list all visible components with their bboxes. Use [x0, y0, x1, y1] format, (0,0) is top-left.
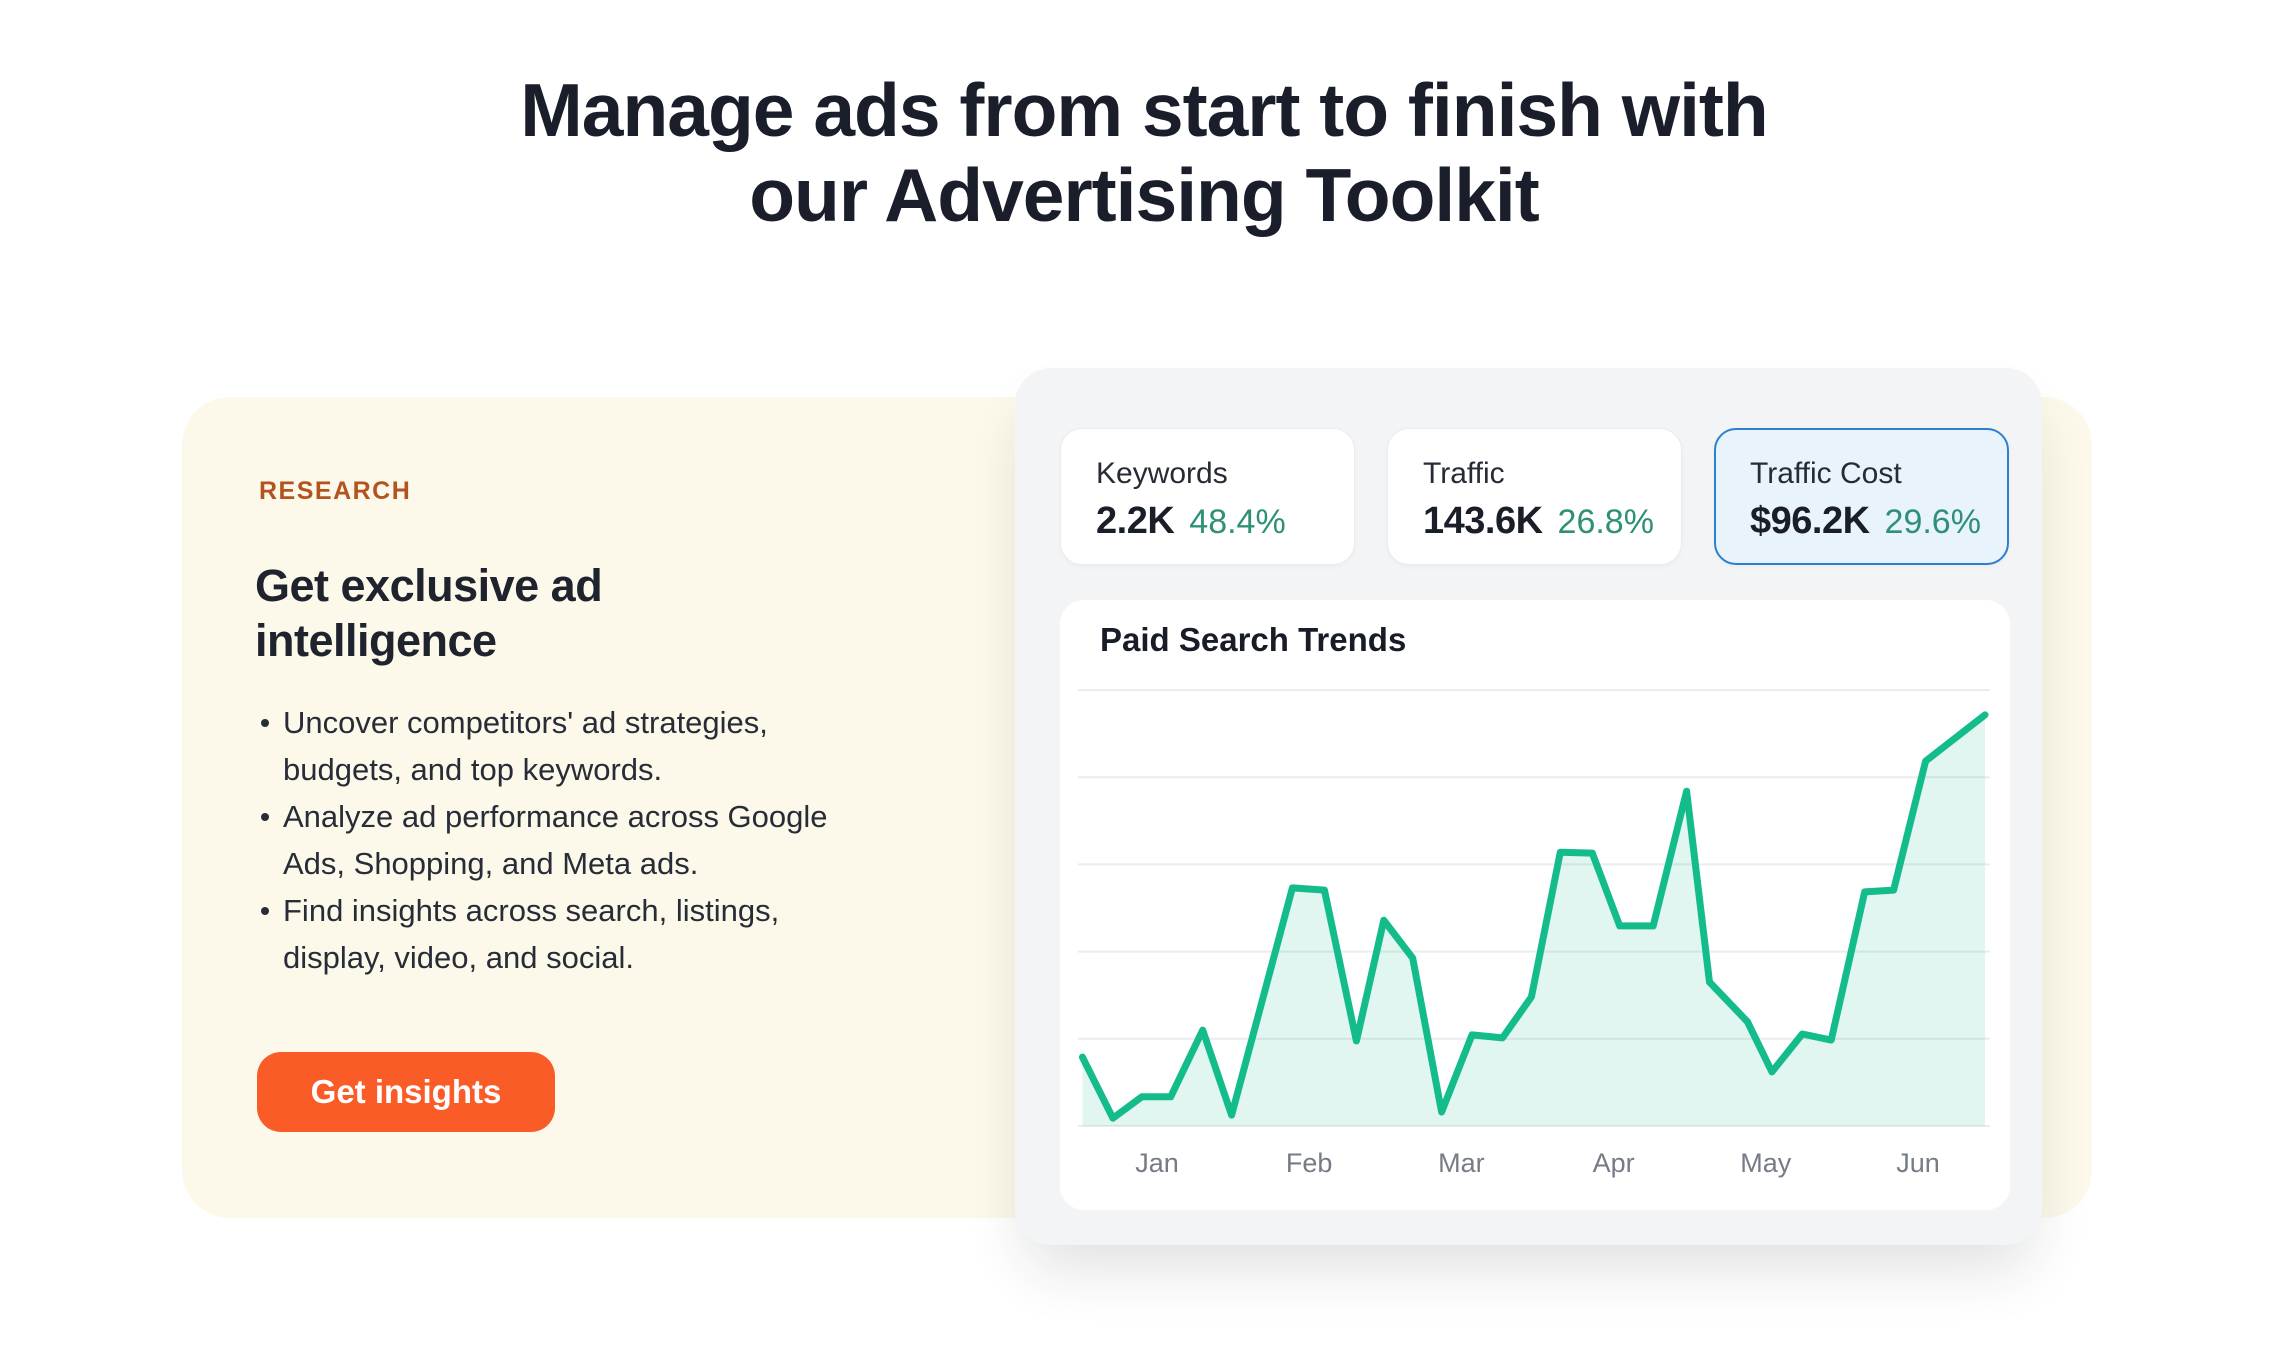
- get-insights-button[interactable]: Get insights: [257, 1052, 555, 1132]
- list-item: Find insights across search, listings, d…: [255, 887, 935, 981]
- stat-value: $96.2K: [1750, 500, 1870, 542]
- bullet-dot-icon: [261, 907, 269, 915]
- x-tick-apr: Apr: [1592, 1148, 1635, 1178]
- stats-row: Keywords 2.2K 48.4% Traffic 143.6K 26.8%…: [1060, 428, 2009, 565]
- trend-area-chart: [1078, 689, 1990, 1127]
- bullet-dot-icon: [261, 813, 269, 821]
- stat-value: 143.6K: [1423, 500, 1543, 542]
- list-item: Analyze ad performance across Google Ads…: [255, 793, 935, 887]
- bullet-text: Uncover competitors' ad strategies, budg…: [283, 705, 768, 787]
- stat-change: 48.4%: [1189, 503, 1286, 541]
- stat-value: 2.2K: [1096, 500, 1175, 542]
- research-heading: Get exclusive ad intelligence: [255, 560, 603, 666]
- bullet-text: Find insights across search, listings, d…: [283, 893, 780, 975]
- research-eyebrow: RESEARCH: [259, 477, 412, 505]
- stat-change: 29.6%: [1884, 503, 1981, 541]
- x-tick-feb: Feb: [1285, 1148, 1333, 1178]
- list-item: Uncover competitors' ad strategies, budg…: [255, 699, 935, 793]
- x-tick-mar: Mar: [1438, 1148, 1485, 1178]
- stat-label: Keywords: [1096, 457, 1228, 490]
- x-axis-labels: Jan Feb Mar Apr May Jun: [1078, 1148, 1990, 1180]
- stat-card-traffic[interactable]: Traffic 143.6K 26.8%: [1387, 428, 1682, 565]
- page-title: Manage ads from start to finish with our…: [520, 68, 1768, 237]
- stat-card-keywords[interactable]: Keywords 2.2K 48.4%: [1060, 428, 1355, 565]
- x-tick-jun: Jun: [1896, 1148, 1940, 1178]
- stat-card-traffic-cost-selected[interactable]: Traffic Cost $96.2K 29.6%: [1714, 428, 2009, 565]
- stat-value-row: 2.2K 48.4%: [1096, 500, 1354, 543]
- chart-title: Paid Search Trends: [1100, 621, 1407, 658]
- research-bullet-list: Uncover competitors' ad strategies, budg…: [255, 699, 935, 981]
- stat-label: Traffic: [1423, 457, 1505, 490]
- bullet-dot-icon: [261, 719, 269, 727]
- paid-search-trends-card: Paid Search Trends Jan Feb Mar Apr May Jun: [1060, 600, 2010, 1210]
- x-tick-jan: Jan: [1135, 1148, 1179, 1178]
- x-tick-may: May: [1740, 1148, 1792, 1178]
- stat-change: 26.8%: [1557, 503, 1654, 541]
- bullet-text: Analyze ad performance across Google Ads…: [283, 799, 828, 881]
- stat-value-row: $96.2K 29.6%: [1750, 500, 2007, 543]
- stat-label: Traffic Cost: [1750, 457, 1902, 490]
- stat-value-row: 143.6K 26.8%: [1423, 500, 1681, 543]
